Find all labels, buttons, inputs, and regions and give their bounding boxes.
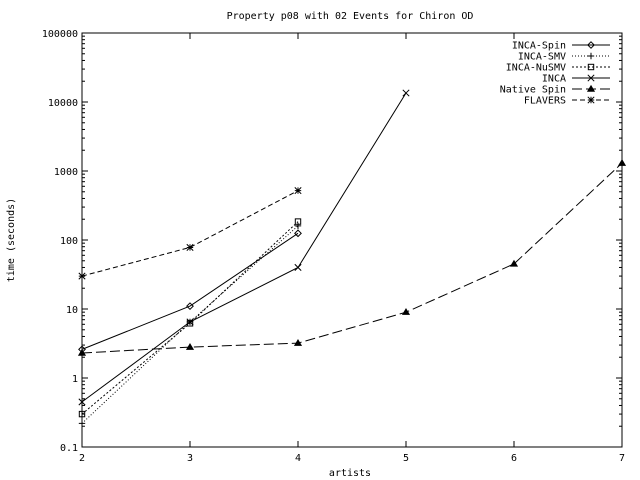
data-point xyxy=(78,272,86,280)
data-point xyxy=(185,342,195,350)
data-point xyxy=(186,302,194,311)
legend-label: Native Spin xyxy=(500,85,566,96)
data-point xyxy=(77,348,87,356)
y-tick-label: 1 xyxy=(72,374,78,385)
y-tick-label: 0.1 xyxy=(60,443,78,454)
data-point xyxy=(186,318,194,326)
x-tick-label: 3 xyxy=(187,453,193,464)
series-line xyxy=(81,190,299,277)
x-tick-label: 6 xyxy=(511,453,517,464)
x-axis: 2 3 4 5 6 7 xyxy=(79,33,625,464)
legend-label: INCA-SMV xyxy=(518,52,566,63)
data-point xyxy=(294,218,302,225)
legend-label: INCA-NuSMV xyxy=(506,63,566,74)
series-line xyxy=(81,221,299,415)
legend-marker xyxy=(587,74,595,82)
data-point xyxy=(294,229,302,238)
series-native-spin xyxy=(77,158,627,356)
data-point xyxy=(294,263,302,272)
x-tick-label: 5 xyxy=(403,453,409,464)
y-tick-label: 100 xyxy=(60,236,78,247)
series-inca xyxy=(78,89,410,406)
y-tick-label: 10 xyxy=(66,305,78,316)
series-line xyxy=(81,162,623,354)
series-line xyxy=(81,232,299,350)
y-tick-label: 100000 xyxy=(42,29,78,40)
legend-marker xyxy=(586,84,596,92)
data-point xyxy=(78,410,86,418)
legend-label: FLAVERS xyxy=(524,96,566,107)
data-point xyxy=(186,243,194,251)
legend-marker xyxy=(587,52,595,60)
legend-label: INCA xyxy=(542,74,566,85)
x-tick-label: 4 xyxy=(295,453,301,464)
y-tick-label: 10000 xyxy=(48,98,78,109)
legend-marker xyxy=(587,96,595,104)
data-point xyxy=(294,187,302,195)
data-point xyxy=(509,259,519,267)
series-flavers xyxy=(78,187,302,280)
y-tick-label: 1000 xyxy=(54,167,78,178)
x-tick-label: 2 xyxy=(79,453,85,464)
data-point xyxy=(617,158,627,166)
x-axis-label: artists xyxy=(329,468,371,479)
data-point xyxy=(293,338,303,346)
legend-marker xyxy=(587,63,595,71)
legend-marker xyxy=(587,41,595,49)
x-tick-label: 7 xyxy=(619,453,625,464)
series-line xyxy=(81,92,407,403)
data-point xyxy=(78,398,86,406)
legend-label: INCA-Spin xyxy=(512,41,566,52)
series-inca-smv xyxy=(78,222,302,427)
data-point xyxy=(402,89,410,97)
y-axis: 0.1 1 10 100 1000 10000 100000 xyxy=(42,29,622,454)
data-point xyxy=(78,420,86,427)
y-axis-label: time (seconds) xyxy=(6,198,17,282)
chart-title: Property p08 with 02 Events for Chiron O… xyxy=(227,11,474,22)
data-point xyxy=(401,307,411,315)
series-layer xyxy=(77,89,627,427)
